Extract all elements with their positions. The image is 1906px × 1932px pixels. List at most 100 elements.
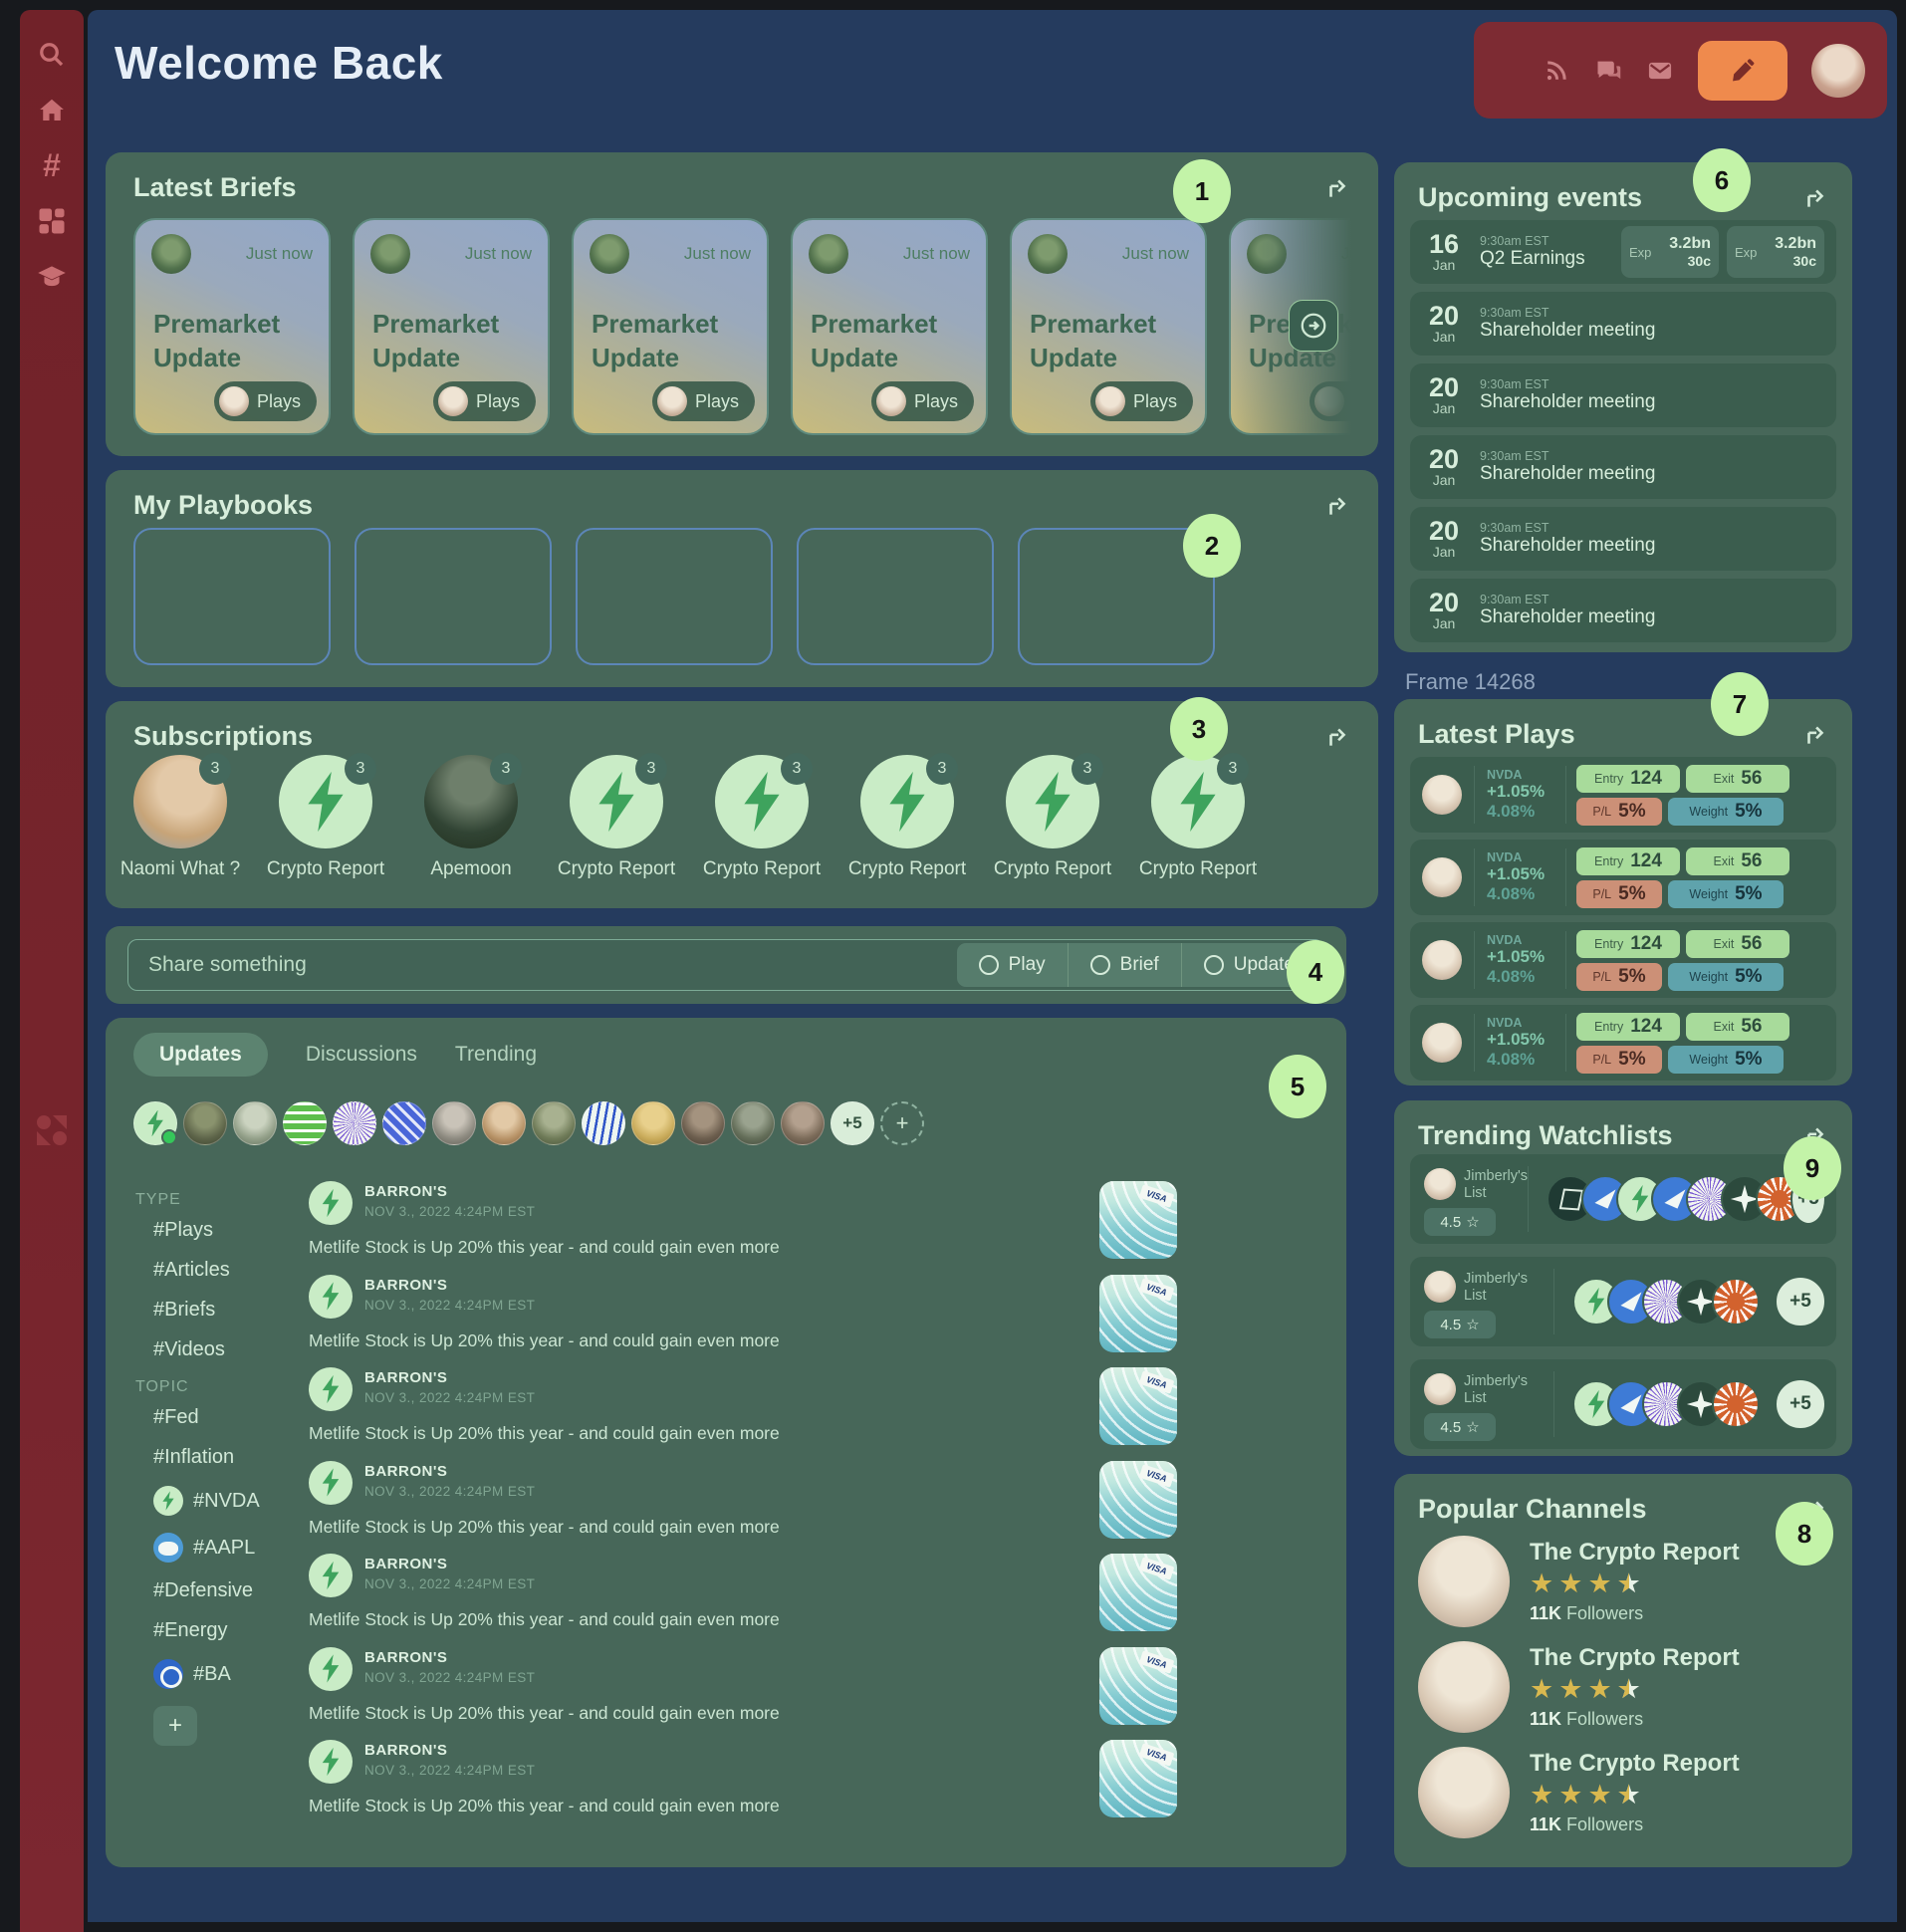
subscription-item[interactable]: 3 Crypto Report (1139, 753, 1257, 880)
education-icon[interactable] (35, 260, 69, 294)
rss-icon[interactable] (1543, 57, 1570, 85)
percent: 4.08% (1487, 967, 1536, 986)
annotation-marker: 3 (1170, 697, 1228, 761)
next-cards-button[interactable] (1289, 300, 1338, 352)
user-avatar[interactable] (1811, 43, 1865, 98)
expand-icon[interactable] (1802, 722, 1828, 748)
story-avatar[interactable] (781, 1101, 825, 1145)
filter-topic-item[interactable]: #BA (153, 1659, 339, 1689)
channel-row[interactable]: The Crypto Report ★★★★★ 11K Followers (1418, 1747, 1828, 1838)
event-row[interactable]: 20 Jan 9:30am EST Shareholder meeting (1410, 435, 1836, 499)
story-avatar[interactable] (631, 1101, 675, 1145)
feed-tab[interactable]: Updates (133, 1033, 268, 1077)
feed-post[interactable]: BARRON'S NOV 3., 2022 4:24PM EST Metlife… (309, 1460, 1177, 1539)
event-title: Q2 Earnings (1480, 248, 1585, 269)
brief-title: Premarket Update (153, 309, 281, 372)
subscription-item[interactable]: 3 Apemoon (424, 753, 522, 880)
expand-icon[interactable] (1324, 493, 1350, 519)
event-row[interactable]: 20 Jan 9:30am EST Shareholder meeting (1410, 363, 1836, 427)
filter-topic-item[interactable]: #NVDA (153, 1486, 339, 1516)
watchlist-row[interactable]: Jimberly's List 4.5☆ +5 (1410, 1257, 1836, 1346)
feed-post[interactable]: BARRON'S NOV 3., 2022 4:24PM EST Metlife… (309, 1554, 1177, 1631)
story-avatar[interactable] (482, 1101, 526, 1145)
channel-row[interactable]: The Crypto Report ★★★★★ 11K Followers (1418, 1641, 1828, 1733)
feed-post[interactable]: BARRON'S NOV 3., 2022 4:24PM EST Metlife… (309, 1367, 1177, 1445)
story-avatar[interactable]: + (880, 1101, 924, 1145)
playbook-slot[interactable] (133, 528, 331, 665)
play-row[interactable]: NVDA +1.05% 4.08% Entry 124 Exit 56 P/L 5% … (1410, 1005, 1836, 1081)
feed-post[interactable]: BARRON'S NOV 3., 2022 4:24PM EST Metlife… (309, 1181, 1177, 1259)
event-time: 9:30am EST (1480, 234, 1549, 248)
compose-button[interactable] (1698, 40, 1787, 101)
feed-tab[interactable]: Trending (454, 1043, 538, 1066)
channel-row[interactable]: The Crypto Report ★★★★★ 11K Followers (1418, 1536, 1828, 1627)
brief-card[interactable]: Just now Premarket Update Plays (1010, 218, 1207, 435)
story-avatar[interactable] (582, 1101, 625, 1145)
post-type-option[interactable]: Brief (1067, 943, 1181, 987)
mail-icon[interactable] (1646, 57, 1674, 85)
story-avatar[interactable] (432, 1101, 476, 1145)
story-avatar[interactable] (183, 1101, 227, 1145)
play-row[interactable]: NVDA +1.05% 4.08% Entry 124 Exit 56 P/L 5% … (1410, 840, 1836, 915)
play-row[interactable]: NVDA +1.05% 4.08% Entry 124 Exit 56 P/L 5% … (1410, 922, 1836, 998)
post-type-option[interactable]: Update (1180, 943, 1316, 987)
feed-post[interactable]: BARRON'S NOV 3., 2022 4:24PM EST Metlife… (309, 1740, 1177, 1817)
story-avatar[interactable] (731, 1101, 775, 1145)
filter-type-item[interactable]: #Plays (153, 1219, 214, 1241)
story-avatar[interactable] (283, 1101, 327, 1145)
expand-icon[interactable] (1802, 185, 1828, 211)
watchlist-row[interactable]: Jimberly's List 4.5☆ +5 (1410, 1154, 1836, 1244)
chat-icon[interactable] (1594, 57, 1622, 85)
hashtag-icon[interactable]: # (43, 147, 61, 183)
feed-tab[interactable]: Discussions (305, 1043, 417, 1066)
event-row[interactable]: 20 Jan 9:30am EST Shareholder meeting (1410, 292, 1836, 356)
brief-card[interactable]: Just now Premarket Update Plays (133, 218, 331, 435)
play-row[interactable]: NVDA +1.05% 4.08% Entry 124 Exit 56 P/L 5% … (1410, 757, 1836, 833)
playbook-slot[interactable] (797, 528, 994, 665)
expand-icon[interactable] (1324, 724, 1350, 750)
event-row[interactable]: 20 Jan 9:30am EST Shareholder meeting (1410, 507, 1836, 571)
post-thumbnail: VISA (1099, 1274, 1177, 1352)
filter-topic-item[interactable]: #Defensive (153, 1579, 254, 1601)
subscription-item[interactable]: 3 Crypto Report (267, 753, 384, 880)
watchlist-row[interactable]: Jimberly's List 4.5☆ +5 (1410, 1359, 1836, 1449)
add-filter-button[interactable]: + (153, 1706, 197, 1746)
playbook-slot[interactable] (1018, 528, 1215, 665)
shapes-icon[interactable] (35, 1113, 69, 1147)
subscription-item[interactable]: 3 Crypto Report (558, 753, 675, 880)
story-avatar[interactable]: +5 (831, 1101, 874, 1145)
home-icon[interactable] (35, 94, 69, 127)
feed-post[interactable]: BARRON'S NOV 3., 2022 4:24PM EST Metlife… (309, 1274, 1177, 1352)
expand-icon[interactable] (1324, 175, 1350, 201)
filter-type-item[interactable]: #Articles (153, 1259, 230, 1281)
filter-topic-item[interactable]: #Inflation (153, 1446, 235, 1468)
filter-topic-item[interactable]: #Energy (153, 1619, 228, 1641)
post-source: BARRON'S (364, 1742, 448, 1759)
post-type-option[interactable]: Play (957, 943, 1068, 987)
brief-card[interactable]: Just now Premarket Update Plays (353, 218, 550, 435)
playbook-slot[interactable] (355, 528, 552, 665)
filter-topic-item[interactable]: #AAPL (153, 1533, 339, 1563)
playbook-slot[interactable] (576, 528, 773, 665)
search-icon[interactable] (35, 38, 69, 72)
filter-topic-item[interactable]: #Fed (153, 1406, 199, 1428)
feed-post[interactable]: BARRON'S NOV 3., 2022 4:24PM EST Metlife… (309, 1646, 1177, 1725)
subscription-item[interactable]: 3 Naomi What ? (120, 753, 240, 880)
event-row[interactable]: 20 Jan 9:30am EST Shareholder meeting (1410, 579, 1836, 642)
story-avatar[interactable] (133, 1101, 177, 1145)
brief-card[interactable]: Just now Premarket Update Plays (572, 218, 769, 435)
subscription-item[interactable]: 3 Crypto Report (994, 753, 1111, 880)
post-thumbnail: VISA (1099, 1181, 1177, 1259)
subscription-item[interactable]: 3 Crypto Report (703, 753, 821, 880)
story-avatar[interactable] (681, 1101, 725, 1145)
subscription-item[interactable]: 3 Crypto Report (848, 753, 966, 880)
filter-type-item[interactable]: #Videos (153, 1338, 225, 1360)
brief-card[interactable]: Just now Premarket Update Plays (791, 218, 988, 435)
story-avatar[interactable] (382, 1101, 426, 1145)
story-avatar[interactable] (532, 1101, 576, 1145)
dashboard-icon[interactable] (35, 204, 69, 238)
story-avatar[interactable] (333, 1101, 376, 1145)
story-avatar[interactable] (233, 1101, 277, 1145)
event-row[interactable]: 16 Jan 9:30am EST Q2 Earnings Exp 3.2bn 3… (1410, 220, 1836, 284)
filter-type-item[interactable]: #Briefs (153, 1299, 216, 1321)
